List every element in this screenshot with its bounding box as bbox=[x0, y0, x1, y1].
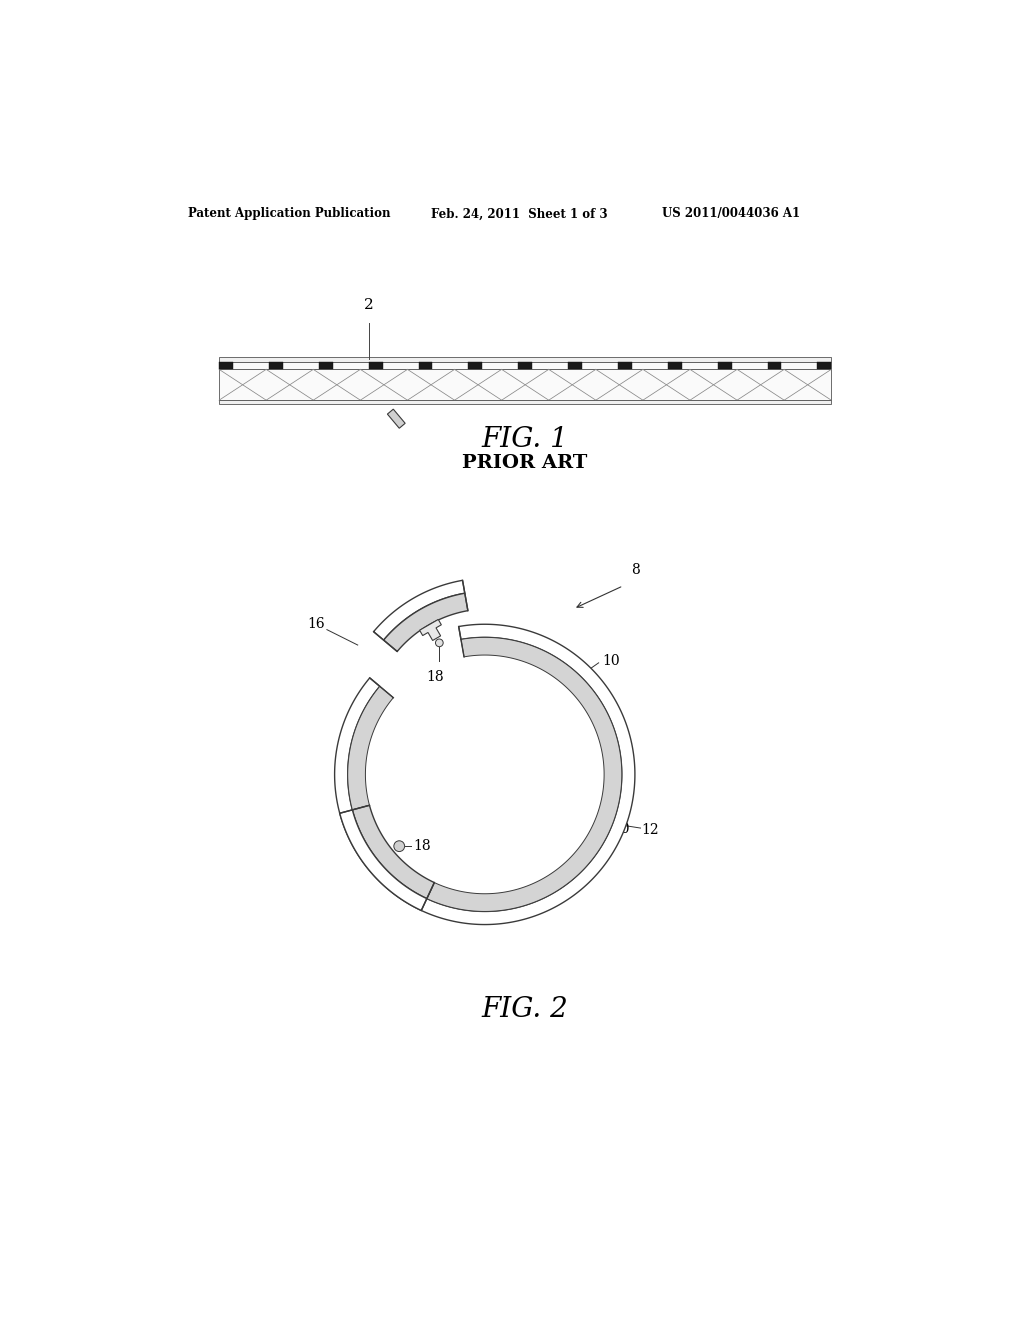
Text: 2: 2 bbox=[365, 298, 374, 313]
Circle shape bbox=[394, 841, 404, 851]
Bar bbox=[318, 363, 333, 368]
Polygon shape bbox=[352, 805, 434, 899]
Polygon shape bbox=[384, 593, 468, 652]
Bar bbox=[219, 363, 233, 368]
Bar bbox=[568, 363, 582, 368]
Bar bbox=[768, 363, 781, 368]
Polygon shape bbox=[335, 624, 635, 924]
Text: US 2011/0044036 A1: US 2011/0044036 A1 bbox=[662, 207, 800, 220]
Text: Patent Application Publication: Patent Application Publication bbox=[188, 207, 391, 220]
Text: PRIOR ART: PRIOR ART bbox=[462, 454, 588, 471]
Text: 10: 10 bbox=[602, 653, 621, 668]
Bar bbox=[419, 363, 432, 368]
Polygon shape bbox=[420, 619, 441, 640]
Text: FIG. 2: FIG. 2 bbox=[481, 995, 568, 1023]
Circle shape bbox=[435, 639, 443, 647]
Text: Feb. 24, 2011  Sheet 1 of 3: Feb. 24, 2011 Sheet 1 of 3 bbox=[431, 207, 607, 220]
Bar bbox=[718, 363, 731, 368]
Polygon shape bbox=[340, 810, 427, 911]
Text: 20: 20 bbox=[612, 821, 630, 836]
Text: 12: 12 bbox=[641, 822, 658, 837]
Bar bbox=[219, 370, 831, 400]
Bar bbox=[468, 363, 482, 368]
Bar bbox=[219, 358, 831, 362]
Text: 18: 18 bbox=[413, 840, 431, 853]
Polygon shape bbox=[387, 409, 406, 428]
Bar bbox=[617, 363, 632, 368]
Bar bbox=[518, 363, 532, 368]
Text: 16: 16 bbox=[307, 618, 326, 631]
Polygon shape bbox=[348, 686, 393, 810]
Bar bbox=[817, 363, 831, 368]
Text: 8: 8 bbox=[631, 562, 640, 577]
Text: 18: 18 bbox=[427, 669, 444, 684]
Polygon shape bbox=[374, 581, 465, 640]
Bar bbox=[668, 363, 682, 368]
Polygon shape bbox=[427, 638, 622, 911]
Bar bbox=[219, 400, 831, 404]
Text: FIG. 1: FIG. 1 bbox=[481, 426, 568, 453]
Bar bbox=[369, 363, 383, 368]
Bar bbox=[219, 362, 831, 370]
Bar bbox=[269, 363, 283, 368]
